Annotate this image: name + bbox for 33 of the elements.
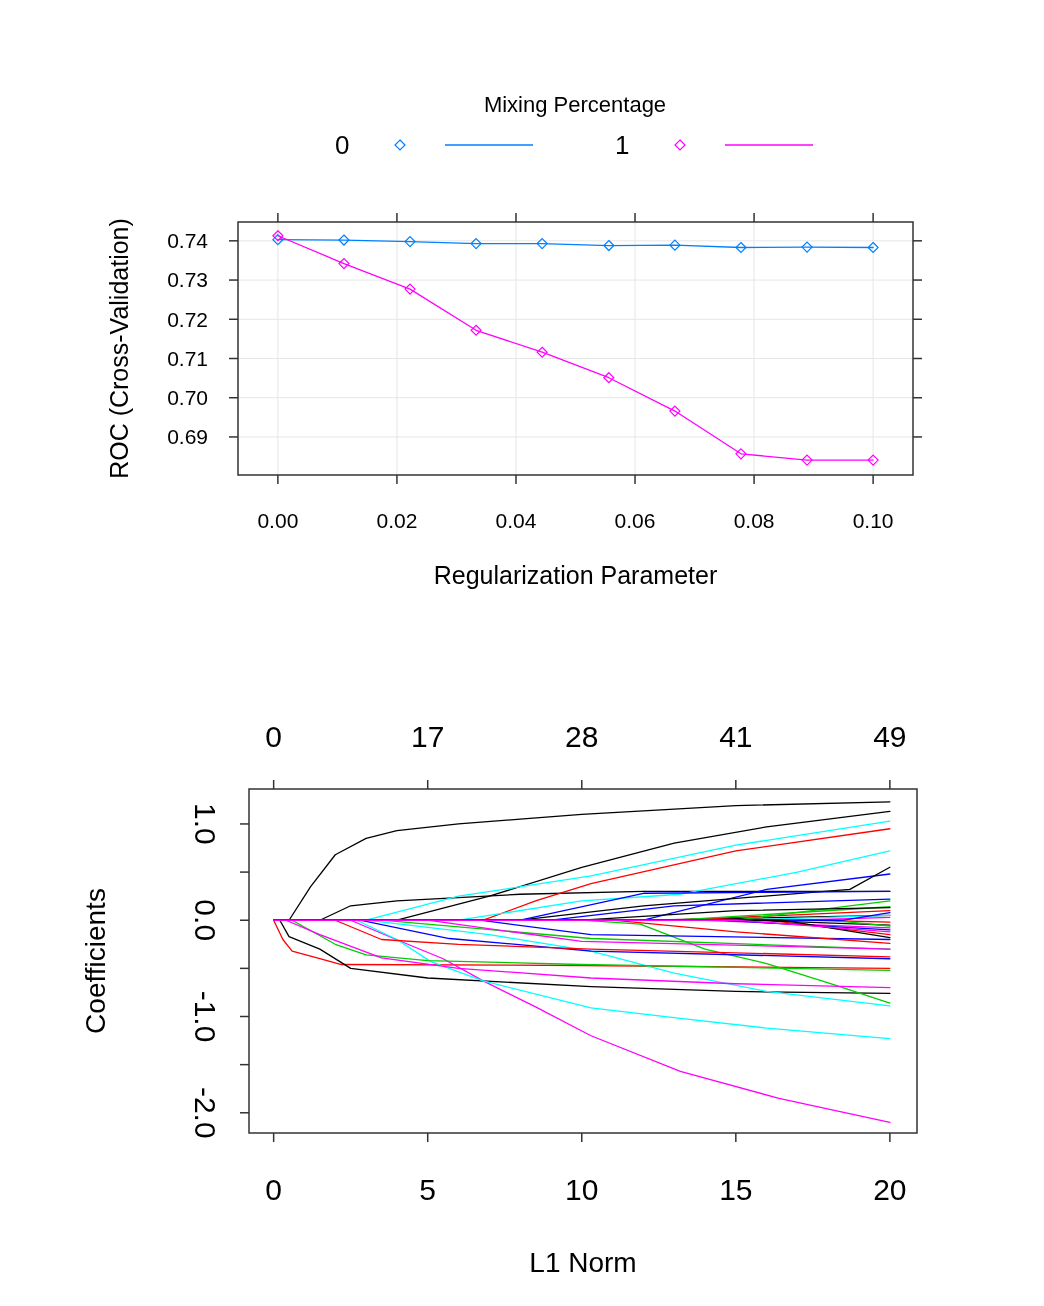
y-tick-label: 0.72	[167, 307, 208, 331]
legend-label: 0	[335, 130, 350, 161]
x-tick-label: 20	[873, 1173, 907, 1206]
x-tick-label: 0.10	[852, 509, 894, 532]
y-axis-title: ROC (Cross-Validation)	[105, 218, 133, 479]
y-tick-label: 0.69	[167, 425, 208, 449]
y-tick-label: 0.73	[167, 268, 208, 292]
y-tick-label: 0.74	[167, 229, 209, 253]
y-tick-label: 0.71	[167, 346, 208, 370]
x-tick-label: 0.02	[376, 509, 418, 532]
x-tick-label: 5	[419, 1173, 437, 1206]
x-tick-label: 0.06	[614, 509, 656, 532]
text: 41	[719, 720, 753, 753]
x-axis-title: L1 Norm	[529, 1247, 637, 1278]
legend-title: Mixing Percentage	[483, 91, 667, 117]
x-tick-label: 10	[565, 1173, 599, 1206]
x-tick-label: 0	[265, 1173, 282, 1206]
y-tick-label: 1.0	[189, 803, 222, 845]
x-tick-label: 0.08	[733, 509, 775, 532]
x-tick-label: 15	[719, 1173, 753, 1206]
text: 28	[565, 720, 599, 753]
text: 49	[873, 720, 907, 753]
text: 17	[411, 720, 445, 753]
y-tick-label: -1.0	[189, 990, 222, 1043]
y-tick-label: -2.0	[189, 1086, 222, 1139]
y-tick-label: 0.70	[167, 386, 208, 410]
text: 0	[265, 720, 282, 753]
x-axis-title: Regularization Parameter	[433, 561, 718, 589]
y-tick-label: 0.0	[189, 899, 222, 942]
legend-label: 1	[615, 130, 630, 161]
x-tick-label: 0.00	[257, 509, 299, 532]
x-tick-label: 0.04	[495, 509, 537, 532]
y-axis-title: Coefficients	[80, 888, 111, 1034]
